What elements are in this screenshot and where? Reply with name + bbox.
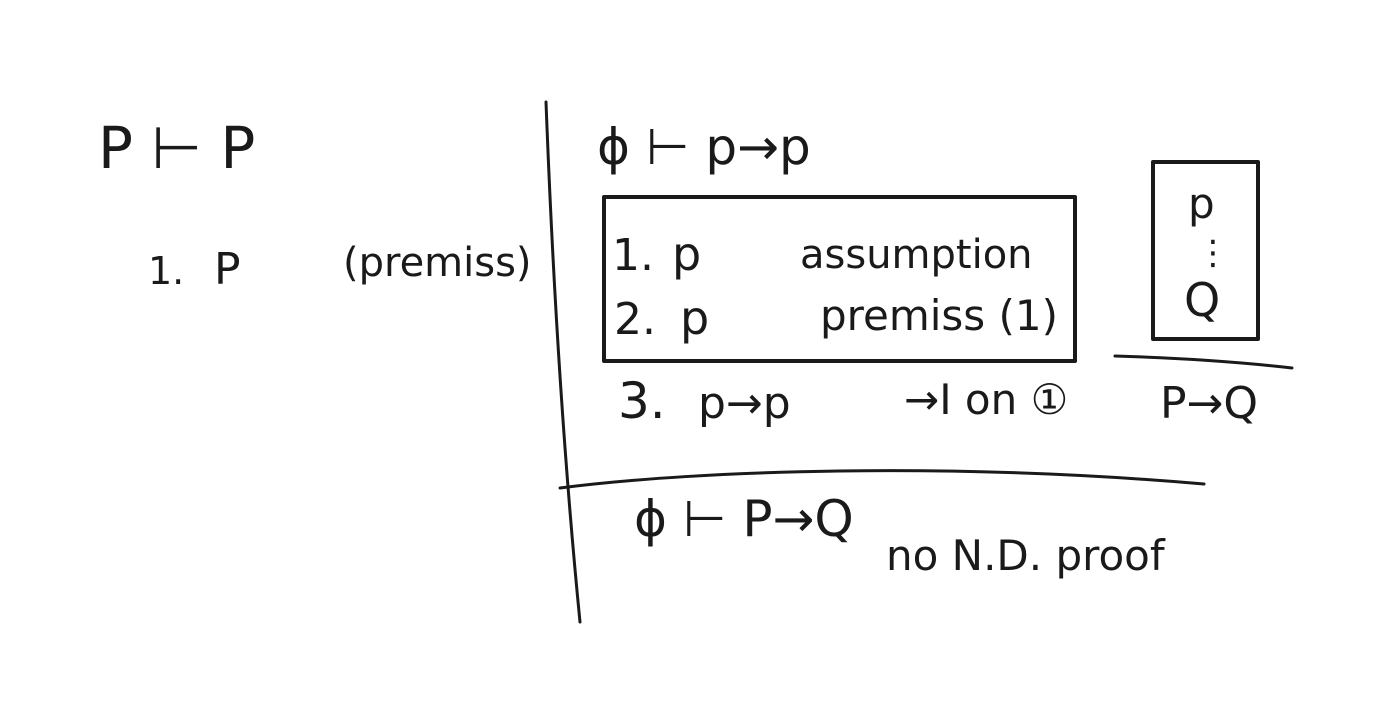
left-line1-number: 1. [148, 249, 184, 293]
box-line1-rule: assumption [800, 232, 1033, 278]
box-line1-number: 1. [612, 230, 654, 281]
box-line2-rule: premiss (1) [820, 291, 1058, 340]
line3-rule: →I on ① [904, 375, 1068, 424]
box-line2-formula: p [680, 291, 709, 345]
left-line1-rule: (premiss) [343, 240, 532, 286]
bottom-sequent: ϕ ⊢ P→Q [634, 490, 854, 548]
rule-schema-top: p [1188, 179, 1215, 228]
assumption-box [602, 195, 1077, 363]
rule-schema-box [1151, 160, 1260, 341]
vertical-divider [544, 100, 582, 624]
rule-schema-bottom: Q [1184, 273, 1220, 327]
rule-schema-line [1113, 354, 1294, 370]
left-sequent: P ⊢ P [98, 114, 255, 182]
box-line2-number: 2. [614, 294, 656, 345]
line3-number: 3. [618, 372, 666, 430]
line3-formula: p→p [698, 378, 791, 429]
rule-schema-dots: ⋮ [1196, 233, 1230, 273]
top-sequent: ϕ ⊢ p→p [597, 118, 811, 176]
box-line1-formula: p [672, 227, 701, 281]
left-line1-formula: P [214, 244, 241, 295]
rule-schema-conclusion: P→Q [1160, 378, 1258, 429]
horizontal-divider [558, 469, 1206, 490]
bottom-note: no N.D. proof [886, 531, 1166, 580]
